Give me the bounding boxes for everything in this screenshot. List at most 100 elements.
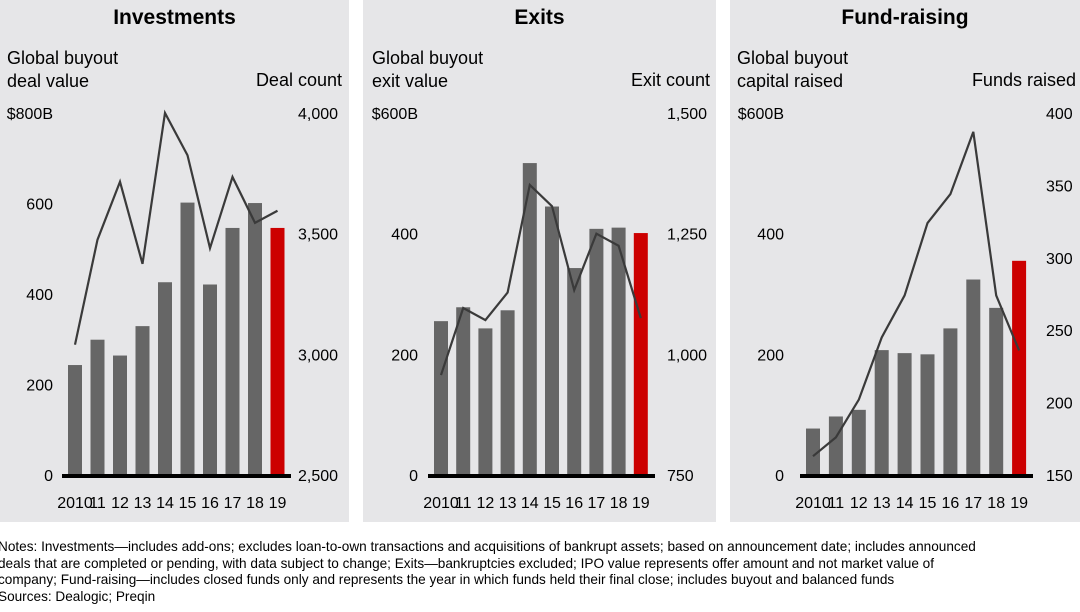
x-tick-label: 13 [873,495,891,512]
right-tick-label: 400 [1046,106,1073,123]
bar [113,355,127,475]
x-tick-label: 19 [269,495,287,512]
left-tick-label: 400 [391,227,418,244]
notes: Notes: Investments—includes add-ons; exc… [0,539,1080,605]
left-tick-label: 600 [26,197,53,214]
right-tick-label: 3,500 [298,227,338,244]
x-tick-label: 11 [455,495,472,512]
bar [90,339,105,475]
x-tick-label: 18 [987,495,1005,512]
right-tick-label: 4,000 [298,106,338,123]
left-axis-label-line: exit value [372,71,449,91]
bar [589,228,604,475]
bar [1012,260,1027,475]
right-tick-label: 1,250 [667,227,707,244]
right-tick-label: 200 [1046,396,1073,413]
x-tick-label: 12 [477,495,495,512]
x-tick-label: 17 [964,495,982,512]
right-tick-label: 350 [1046,178,1073,195]
x-tick-label: 19 [1010,495,1028,512]
notes-line: deals that are completed or pending, wit… [0,555,934,571]
bar [943,328,958,475]
left-axis-label-line: deal value [7,71,90,91]
chart-investments: 0200400600$800B2,5003,0003,5004,00020101… [7,106,338,512]
chart-title: Investments [113,6,236,29]
right-tick-label: 2,500 [298,468,338,485]
bar [203,284,217,475]
x-tick-label: 2010 [57,495,93,512]
left-axis-label: Global buyout capital raised [737,47,848,93]
chart-title: Exits [514,6,565,29]
left-tick-label: 200 [26,378,53,395]
bar [611,227,626,475]
bar [135,326,150,475]
x-tick-label: 12 [111,495,129,512]
notes-line: Notes: Investments—includes add-ons; exc… [0,539,976,554]
x-tick-label: 19 [632,495,650,512]
x-tick-label: 14 [156,495,174,512]
bar [158,282,172,475]
left-axis-label-line: Global buyout [7,48,119,68]
x-tick-label: 15 [919,495,937,512]
x-tick-label: 17 [588,495,606,512]
right-axis-label: Exit count [630,70,710,90]
left-axis-label-line: Global buyout [737,48,849,68]
x-tick-label: 11 [828,495,845,512]
right-tick-label: 250 [1046,323,1073,340]
panel-investments: Investments Global buyout deal value Deal… [0,0,349,522]
x-tick-label: 13 [134,495,152,512]
left-axis-label: Global buyout exit value [372,47,483,93]
right-tick-label: 1,500 [667,106,707,123]
bar [478,328,493,475]
left-tick-label: 0 [775,468,784,485]
left-tick-label: $600B [372,106,418,123]
right-tick-label: 3,000 [298,347,338,364]
x-tick-label: 15 [179,495,197,512]
x-tick-label: 16 [942,495,960,512]
x-tick-label: 15 [543,495,561,512]
bar [270,227,285,475]
x-tick-label: 16 [201,495,219,512]
x-tick-label: 17 [224,495,242,512]
left-tick-label: $600B [738,106,784,123]
left-tick-label: 0 [44,468,53,485]
x-tick-label: 18 [610,495,628,512]
panel-exits: Exits Global buyout exit value Exit count… [363,0,716,522]
bar [456,307,471,475]
bar [806,428,820,475]
right-axis-label: Funds raised [971,70,1076,90]
x-tick-label: 16 [565,495,583,512]
x-tick-label: 13 [499,495,517,512]
notes-line: Sources: Dealogic; Preqin [0,588,156,604]
x-tick-label: 14 [896,495,914,512]
x-tick-label: 12 [850,495,868,512]
x-tick-label: 18 [246,495,264,512]
panel-fund-raising: Fund-raising Global buyout capital raised… [730,0,1080,522]
bar [874,350,889,475]
bar [545,206,559,475]
count-line [73,109,279,345]
left-tick-label: 0 [409,468,418,485]
left-tick-label: 400 [26,287,53,304]
left-axis-label-line: Global buyout [372,48,484,68]
bar [434,321,448,475]
right-tick-label: 1,000 [667,347,707,364]
chart-title: Fund-raising [841,6,969,29]
left-axis-label-line: capital raised [737,71,844,91]
bar [633,233,648,475]
left-tick-label: 200 [391,347,418,364]
bar [851,409,866,475]
x-tick-label: 2010 [423,495,459,512]
left-axis-label: Global buyout deal value [7,47,118,93]
bar [966,279,981,475]
bar [897,353,912,475]
bar [920,354,935,475]
bar [180,202,195,475]
x-tick-label: 2010 [795,495,831,512]
bar [567,268,582,475]
right-tick-label: 150 [1046,468,1073,485]
count-line [439,182,642,376]
right-axis-label: Deal count [255,70,342,90]
